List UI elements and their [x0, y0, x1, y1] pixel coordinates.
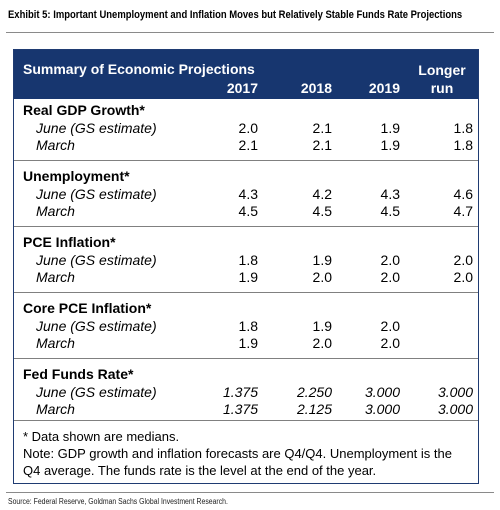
- row-label: March: [36, 401, 75, 417]
- row-label: June (GS estimate): [36, 120, 157, 136]
- table-cell: 2.0: [453, 252, 473, 268]
- row-label: March: [36, 137, 75, 153]
- section-title-core-pce-inflation: Core PCE Inflation*: [23, 300, 152, 316]
- table-cell: 1.8: [238, 318, 258, 334]
- table-row: March 1.9 2.0 2.0: [14, 335, 478, 351]
- note-medians: * Data shown are medians.: [23, 429, 180, 444]
- table-cell: 4.3: [380, 186, 400, 202]
- projections-table: Summary of Economic Projections 2017 201…: [13, 49, 479, 484]
- row-label: March: [36, 203, 75, 219]
- table-row: June (GS estimate) 2.0 2.1 1.9 1.8: [14, 120, 478, 136]
- table-cell: 2.0: [380, 318, 400, 334]
- table-cell: 2.125: [296, 401, 332, 417]
- table-cell: 1.8: [453, 137, 473, 153]
- table-cell: 1.375: [222, 401, 258, 417]
- table-row: March 1.375 2.125 3.000 3.000: [14, 401, 478, 417]
- table-cell: 2.0: [238, 120, 258, 136]
- table-cell: 3.000: [437, 401, 473, 417]
- table-row: June (GS estimate) 4.3 4.2 4.3 4.6: [14, 186, 478, 202]
- table-cell: 1.9: [238, 335, 258, 351]
- column-header-longer-run: Longer run: [407, 61, 477, 97]
- row-label: June (GS estimate): [36, 318, 157, 334]
- section-title-unemployment: Unemployment*: [23, 168, 130, 184]
- table-row: March 1.9 2.0 2.0 2.0: [14, 269, 478, 285]
- longer-run-line1: Longer: [418, 62, 466, 78]
- table-cell: 3.000: [364, 384, 400, 400]
- longer-run-line2: run: [430, 80, 454, 96]
- section-title-pce-inflation: PCE Inflation*: [23, 234, 116, 250]
- section-separator: [14, 292, 478, 293]
- table-cell: 1.9: [380, 120, 400, 136]
- table-cell: 4.5: [312, 203, 332, 219]
- table-cell: 2.0: [380, 335, 400, 351]
- note-funds-rate: Q4 average. The funds rate is the level …: [23, 463, 377, 478]
- table-cell: 1.9: [380, 137, 400, 153]
- table-cell: 3.000: [437, 384, 473, 400]
- column-header-2017: 2017: [226, 80, 258, 96]
- column-header-2019: 2019: [368, 80, 400, 96]
- table-cell: 4.5: [380, 203, 400, 219]
- table-cell: 2.250: [296, 384, 332, 400]
- table-row: June (GS estimate) 1.8 1.9 2.0: [14, 318, 478, 334]
- table-cell: 3.000: [364, 401, 400, 417]
- table-row: June (GS estimate) 1.8 1.9 2.0 2.0: [14, 252, 478, 268]
- table-cell: 2.0: [453, 269, 473, 285]
- table-cell: 1.9: [312, 252, 332, 268]
- section-separator: [14, 358, 478, 359]
- table-cell: 2.1: [312, 120, 332, 136]
- table-cell: 1.9: [238, 269, 258, 285]
- table-cell: 1.9: [312, 318, 332, 334]
- table-cell: 2.1: [238, 137, 258, 153]
- notes-separator: [14, 420, 478, 421]
- table-cell: 1.375: [222, 384, 258, 400]
- top-rule: [6, 32, 494, 33]
- row-label: March: [36, 269, 75, 285]
- section-separator: [14, 160, 478, 161]
- exhibit-title: Exhibit 5: Important Unemployment and In…: [8, 9, 463, 21]
- source-note: Source: Federal Reserve, Goldman Sachs G…: [8, 497, 228, 506]
- section-title-fed-funds-rate: Fed Funds Rate*: [23, 366, 134, 382]
- table-row: June (GS estimate) 1.375 2.250 3.000 3.000: [14, 384, 478, 400]
- table-row: March 4.5 4.5 4.5 4.7: [14, 203, 478, 219]
- row-label: June (GS estimate): [36, 186, 157, 202]
- row-label: June (GS estimate): [36, 252, 157, 268]
- table-cell: 4.7: [453, 203, 473, 219]
- table-cell: 2.0: [312, 269, 332, 285]
- table-notes: * Data shown are medians. Note: GDP grow…: [23, 428, 473, 479]
- table-row: March 2.1 2.1 1.9 1.8: [14, 137, 478, 153]
- bottom-rule: [6, 492, 494, 493]
- section-title-real-gdp-growth: Real GDP Growth*: [23, 102, 145, 118]
- table-cell: 4.5: [238, 203, 258, 219]
- table-cell: 2.0: [380, 252, 400, 268]
- table-cell: 4.3: [238, 186, 258, 202]
- table-cell: 1.8: [238, 252, 258, 268]
- note-forecasts: Note: GDP growth and inflation forecasts…: [23, 446, 452, 461]
- row-label: June (GS estimate): [36, 384, 157, 400]
- table-header: Summary of Economic Projections 2017 201…: [14, 50, 478, 99]
- column-header-2018: 2018: [300, 80, 332, 96]
- table-cell: 4.6: [453, 186, 473, 202]
- table-cell: 2.0: [312, 335, 332, 351]
- table-cell: 1.8: [453, 120, 473, 136]
- table-title: Summary of Economic Projections: [23, 61, 255, 77]
- table-cell: 4.2: [312, 186, 332, 202]
- table-cell: 2.1: [312, 137, 332, 153]
- row-label: March: [36, 335, 75, 351]
- table-cell: 2.0: [380, 269, 400, 285]
- section-separator: [14, 226, 478, 227]
